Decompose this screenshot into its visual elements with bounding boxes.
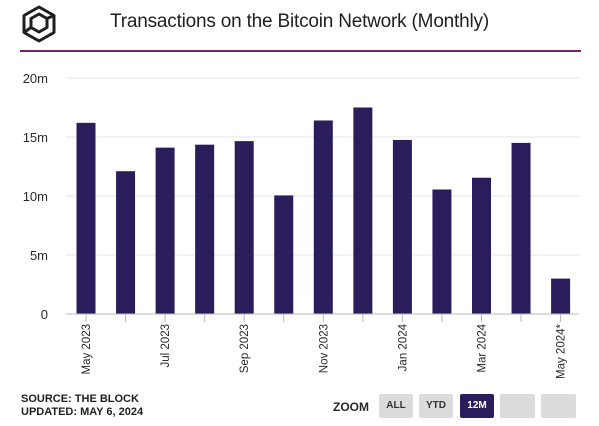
bar xyxy=(76,122,96,314)
x-tick-label: Mar 2024 xyxy=(477,323,489,372)
bar xyxy=(234,141,254,314)
y-tick-label: 5m xyxy=(30,248,48,263)
chart-title: Transactions on the Bitcoin Network (Mon… xyxy=(110,11,489,32)
source-text: SOURCE: THE BLOCK xyxy=(21,393,139,405)
y-tick-label: 15m xyxy=(23,130,48,145)
updated-text: UPDATED: MAY 6, 2024 xyxy=(21,406,144,418)
bar xyxy=(155,147,175,314)
y-tick-label: 10m xyxy=(23,189,48,204)
bar xyxy=(432,189,452,314)
y-tick-label: 20m xyxy=(23,71,48,86)
bar-chart: 0 5m 10m 15m 20m May 2023 Jul 2023 Sep 2023 Nov … xyxy=(23,71,579,379)
the-block-logo-icon xyxy=(22,5,56,43)
y-tick-label: 0 xyxy=(41,307,48,322)
chart-header: Transactions on the Bitcoin Network (Mon… xyxy=(0,0,599,52)
x-tick-label: Jan 2024 xyxy=(397,323,409,371)
bar xyxy=(195,144,215,314)
zoom-12m-button[interactable]: 12M xyxy=(460,394,494,418)
x-tick-label: May 2023 xyxy=(81,324,93,375)
bar xyxy=(551,278,571,314)
bar xyxy=(392,139,412,314)
zoom-extra-button-1[interactable] xyxy=(500,394,535,418)
bar xyxy=(353,107,373,314)
chart-footer: SOURCE: THE BLOCK UPDATED: MAY 6, 2024 xyxy=(21,393,143,419)
x-tick-label: Nov 2023 xyxy=(318,324,330,373)
bar xyxy=(511,142,531,314)
zoom-extra-button-2[interactable] xyxy=(541,394,576,418)
x-tick-label: Sep 2023 xyxy=(239,324,251,373)
title-divider xyxy=(20,50,581,52)
zoom-label: ZOOM xyxy=(333,400,369,414)
zoom-all-button[interactable]: ALL xyxy=(379,394,413,418)
bar xyxy=(313,120,333,314)
x-tick-label: Jul 2023 xyxy=(160,324,172,367)
bar xyxy=(274,195,294,314)
x-tick-label: May 2024* xyxy=(556,323,568,379)
zoom-ytd-button[interactable]: YTD xyxy=(419,394,453,418)
bar xyxy=(116,171,136,314)
bar xyxy=(472,177,491,314)
